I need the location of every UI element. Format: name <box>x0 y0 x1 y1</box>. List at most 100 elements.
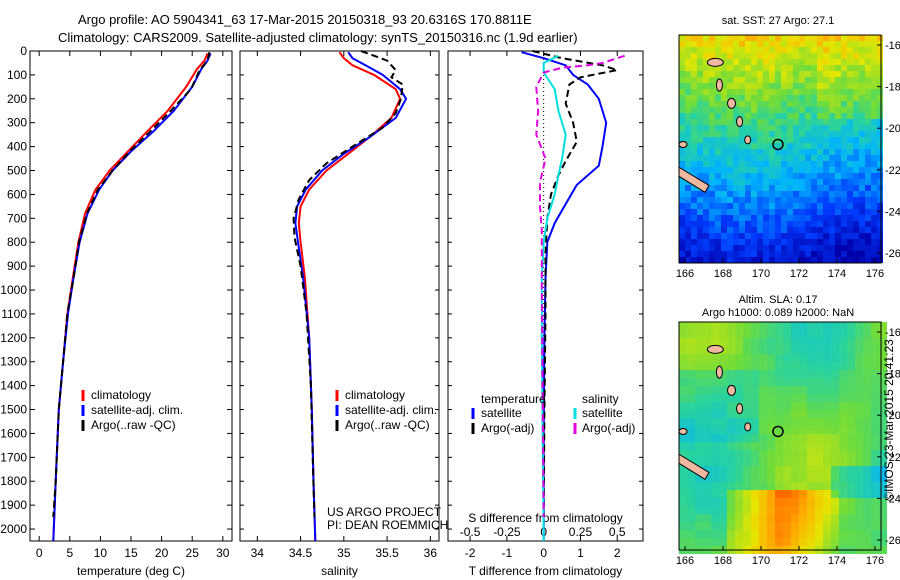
map-cell <box>835 131 841 137</box>
map-cell <box>715 119 721 125</box>
map-cell <box>685 143 691 149</box>
map-cell <box>735 514 743 522</box>
map-cell <box>817 191 823 197</box>
map-cell <box>751 89 757 95</box>
map-cell <box>835 149 841 155</box>
map-cell <box>767 514 775 522</box>
map-cell <box>805 203 811 209</box>
map-cell <box>727 53 733 59</box>
map-cell <box>751 450 759 458</box>
map-cell <box>817 95 823 101</box>
map-cell <box>739 185 745 191</box>
map-cell <box>853 227 859 233</box>
map-cell <box>831 514 839 522</box>
map-cell <box>727 490 735 498</box>
map-cell <box>691 197 697 203</box>
y-tick-label: 800 <box>7 235 27 249</box>
map-cell <box>859 47 865 53</box>
map-cell <box>745 161 751 167</box>
map-cell <box>763 251 769 257</box>
map-cell <box>787 233 793 239</box>
map-cell <box>863 522 871 530</box>
map-cell <box>751 191 757 197</box>
map-cell <box>769 41 775 47</box>
map-cell <box>841 215 847 221</box>
map-cell <box>751 155 757 161</box>
map-cell <box>853 113 859 119</box>
map-cell <box>805 77 811 83</box>
map-cell <box>793 137 799 143</box>
map-cell <box>793 131 799 137</box>
map-cell <box>679 490 687 498</box>
map-cell <box>811 95 817 101</box>
map-cell <box>751 203 757 209</box>
map-cell <box>863 402 871 410</box>
map-cell <box>727 530 735 538</box>
map-cell <box>823 474 831 482</box>
map-cell <box>871 215 877 221</box>
map-cell <box>807 402 815 410</box>
map-cell <box>703 490 711 498</box>
island-shape <box>727 97 737 109</box>
map-cell <box>817 251 823 257</box>
map-cell <box>679 113 685 119</box>
map-cell <box>823 370 831 378</box>
map-cell <box>711 362 719 370</box>
map-cell <box>695 346 703 354</box>
map-cell <box>711 474 719 482</box>
map-cell <box>719 386 727 394</box>
map-cell <box>817 53 823 59</box>
map-cell <box>763 83 769 89</box>
map-cell <box>709 233 715 239</box>
map-cell <box>847 35 853 41</box>
map-cell <box>727 191 733 197</box>
map-cell <box>763 155 769 161</box>
map-cell <box>727 498 735 506</box>
map-cell <box>805 149 811 155</box>
map-cell <box>799 394 807 402</box>
map-cell <box>787 155 793 161</box>
map-cell <box>871 257 877 263</box>
map-cell <box>695 354 703 362</box>
map-cell <box>781 209 787 215</box>
map-cell <box>769 95 775 101</box>
map-cell <box>703 221 709 227</box>
map-cell <box>739 191 745 197</box>
map-cell <box>823 506 831 514</box>
map-cell <box>829 185 835 191</box>
map-cell <box>853 119 859 125</box>
map-cell <box>865 35 871 41</box>
map-cell <box>871 251 877 257</box>
map-cell <box>791 530 799 538</box>
map-cell <box>691 161 697 167</box>
map-cell <box>695 506 703 514</box>
map-cell <box>769 245 775 251</box>
map-cell <box>757 89 763 95</box>
map-cell <box>687 450 695 458</box>
map-cell <box>727 41 733 47</box>
map-cell <box>835 239 841 245</box>
map-cell <box>685 221 691 227</box>
map-cell <box>743 498 751 506</box>
map-cell <box>695 482 703 490</box>
map-cell <box>807 498 815 506</box>
map-cell <box>859 107 865 113</box>
map-cell <box>775 215 781 221</box>
map-cell <box>745 215 751 221</box>
map-cell <box>805 53 811 59</box>
map-cell <box>807 410 815 418</box>
map-cell <box>679 41 685 47</box>
map-cell <box>859 143 865 149</box>
map-cell <box>805 233 811 239</box>
map-cell <box>751 125 757 131</box>
map-cell <box>733 179 739 185</box>
map-cell <box>783 346 791 354</box>
map-cell <box>855 474 863 482</box>
map-cell <box>793 215 799 221</box>
map-cell <box>841 221 847 227</box>
map-cell <box>687 426 695 434</box>
y-tick-label: 1900 <box>0 498 27 512</box>
map-cell <box>703 227 709 233</box>
map-cell <box>863 354 871 362</box>
map-cell <box>751 482 759 490</box>
